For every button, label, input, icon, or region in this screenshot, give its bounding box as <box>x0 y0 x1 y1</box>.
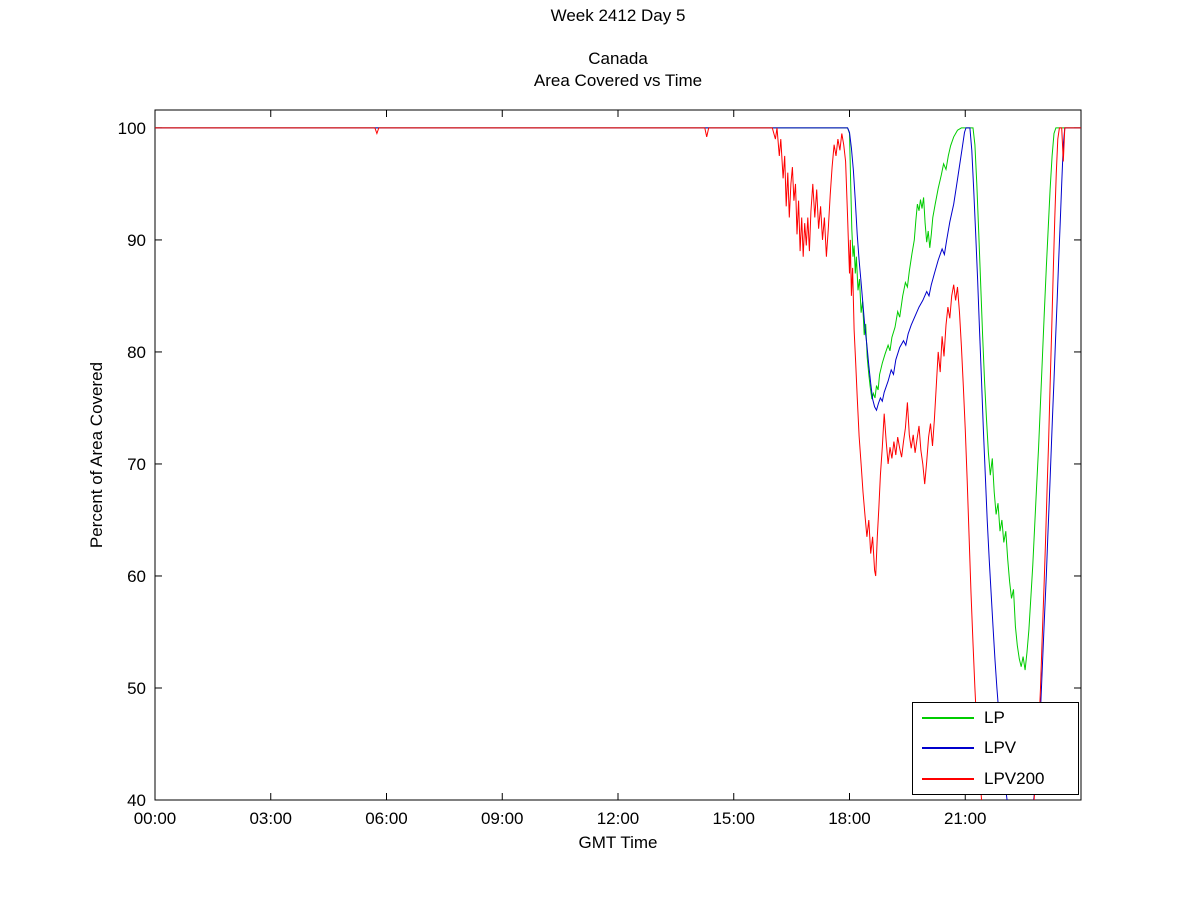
y-tick-label: 90 <box>127 231 146 250</box>
chart-title-line2: Area Covered vs Time <box>533 71 703 90</box>
y-axis-label: Percent of Area Covered <box>87 361 106 549</box>
series-line-lp <box>155 127 1081 671</box>
figure-supertitle: Week 2412 Day 5 <box>550 6 686 25</box>
x-tick-label: 18:00 <box>828 809 871 828</box>
legend-entry-lpv: LPV <box>913 734 1078 763</box>
x-tick-label: 00:00 <box>134 809 177 828</box>
legend-label-lpv: LPV <box>984 738 1017 758</box>
series-line-lpv200 <box>155 127 1081 800</box>
y-tick-label: 70 <box>127 455 146 474</box>
legend-label-lp: LP <box>984 708 1005 728</box>
lpv200-line-sample <box>922 777 974 780</box>
legend-label-lpv200: LPV200 <box>984 768 1045 788</box>
lp-line-sample <box>922 717 974 720</box>
lpv-line-sample <box>922 747 974 750</box>
x-axis-label: GMT Time <box>578 833 658 852</box>
x-tick-label: 03:00 <box>249 809 292 828</box>
axes-box <box>154 109 1082 801</box>
legend-entry-lpv200: LPV200 <box>913 764 1078 793</box>
chart-title-line1: Canada <box>588 49 648 68</box>
x-tick-label: 06:00 <box>365 809 408 828</box>
legend: LP LPV LPV200 <box>912 702 1079 795</box>
y-tick-label: 80 <box>127 343 146 362</box>
x-tick-label: 15:00 <box>712 809 755 828</box>
legend-entry-lp: LP <box>913 704 1078 733</box>
series-line-lpv <box>155 127 1081 800</box>
y-tick-label: 50 <box>127 679 146 698</box>
x-tick-label: 21:00 <box>944 809 987 828</box>
y-tick-label: 40 <box>127 791 146 810</box>
x-tick-label: 12:00 <box>597 809 640 828</box>
x-tick-label: 09:00 <box>481 809 524 828</box>
y-tick-label: 60 <box>127 567 146 586</box>
y-tick-label: 100 <box>118 119 146 138</box>
